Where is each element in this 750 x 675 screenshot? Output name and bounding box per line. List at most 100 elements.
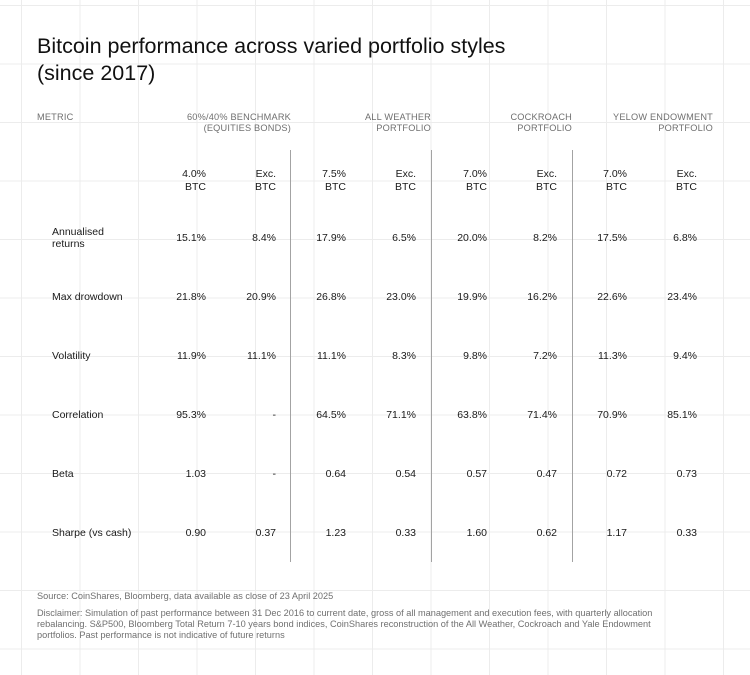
- row-metric-line: Annualised: [52, 225, 104, 238]
- table-cell: 9.4%: [673, 349, 697, 362]
- table-cell: -: [272, 467, 277, 480]
- group-header-yelow-endowment: YELOW ENDOWMENT PORTFOLIO: [580, 112, 713, 134]
- column-header: 4.0% BTC: [136, 168, 206, 193]
- table-cell: 21.8%: [176, 290, 206, 303]
- table-cell: 17.5%: [597, 231, 627, 244]
- table-cell: 6.5%: [392, 231, 416, 244]
- row-metric-line: Beta: [52, 467, 74, 480]
- row-metric-label: Beta: [52, 468, 147, 481]
- table-cell: -: [272, 408, 277, 421]
- table-cell: 8.3%: [392, 349, 416, 362]
- column-header-line: BTC: [676, 180, 697, 193]
- table-cell: 15.1%: [176, 231, 206, 244]
- column-header: 7.5% BTC: [276, 168, 346, 193]
- group-header-line: (EQUITIES BONDS): [203, 123, 291, 133]
- source-note: Source: CoinShares, Bloomberg, data avai…: [37, 591, 334, 601]
- column-header-line: Exc.: [395, 168, 416, 180]
- table-cell: 0.72: [606, 467, 627, 480]
- column-header-line: BTC: [606, 180, 627, 193]
- row-metric-label: Correlation: [52, 409, 147, 422]
- row-metric-label: Volatility: [52, 350, 147, 363]
- table-cell: 23.0%: [386, 290, 416, 303]
- column-header: 7.0% BTC: [417, 168, 487, 193]
- group-header-cockroach: COCKROACH PORTFOLIO: [440, 112, 572, 134]
- group-header-line: 60%/40% BENCHMARK: [187, 112, 291, 122]
- column-header-line: 7.5%: [322, 168, 346, 180]
- table-cell: 1.03: [185, 467, 206, 480]
- table-cell: 0.57: [466, 467, 487, 480]
- table-cell: 22.6%: [597, 290, 627, 303]
- column-header-line: 7.0%: [603, 168, 627, 180]
- table-cell: 0.64: [325, 467, 346, 480]
- table-cell: 63.8%: [457, 408, 487, 421]
- table-cell: 1.60: [466, 526, 487, 539]
- group-separator: [290, 150, 291, 562]
- table-cell: 16.2%: [527, 290, 557, 303]
- table-cell: 26.8%: [316, 290, 346, 303]
- column-header: Exc. BTC: [627, 168, 697, 193]
- table-cell: 70.9%: [597, 408, 627, 421]
- table-cell: 71.4%: [527, 408, 557, 421]
- group-header-line: PORTFOLIO: [517, 123, 572, 133]
- row-metric-line: Correlation: [52, 408, 104, 421]
- row-metric-label: Sharpe (vs cash): [52, 527, 147, 540]
- disclaimer: Disclaimer: Simulation of past performan…: [37, 608, 737, 641]
- table-cell: 20.0%: [457, 231, 487, 244]
- row-metric-line: returns: [52, 238, 85, 250]
- disclaimer-line: Disclaimer: Simulation of past performan…: [37, 608, 653, 618]
- column-header-line: 4.0%: [182, 168, 206, 180]
- column-header-line: BTC: [466, 180, 487, 193]
- table-cell: 1.23: [325, 526, 346, 539]
- column-header: Exc. BTC: [487, 168, 557, 193]
- table-cell: 0.37: [255, 526, 276, 539]
- disclaimer-line: rebalancing. S&P500, Bloomberg Total Ret…: [37, 619, 651, 629]
- table-cell: 7.2%: [533, 349, 557, 362]
- group-header-line: ALL WEATHER: [364, 112, 431, 122]
- column-header-line: BTC: [395, 180, 416, 193]
- table-cell: 23.4%: [667, 290, 697, 303]
- table-cell: 0.73: [676, 467, 697, 480]
- row-metric-line: Volatility: [52, 349, 91, 362]
- table-cell: 8.4%: [252, 231, 276, 244]
- column-header-line: Exc.: [676, 168, 697, 180]
- table-cell: 11.1%: [247, 349, 276, 362]
- column-header: 7.0% BTC: [557, 168, 627, 193]
- table-cell: 11.1%: [317, 349, 346, 362]
- table-cell: 20.9%: [246, 290, 276, 303]
- group-separator: [431, 150, 432, 562]
- column-header-line: BTC: [536, 180, 557, 193]
- column-header-line: Exc.: [536, 168, 557, 180]
- row-metric-line: Max drowdown: [52, 290, 123, 303]
- table-cell: 0.33: [676, 526, 697, 539]
- group-separator: [572, 150, 573, 562]
- column-header-line: Exc.: [255, 168, 276, 180]
- column-header-line: 7.0%: [463, 168, 487, 180]
- group-header-line: COCKROACH: [510, 112, 572, 122]
- table-cell: 11.3%: [598, 349, 627, 362]
- table-cell: 9.8%: [463, 349, 487, 362]
- group-header-line: PORTFOLIO: [376, 123, 431, 133]
- page-title: Bitcoin performance across varied portfo…: [37, 33, 657, 87]
- column-header-line: BTC: [185, 180, 206, 193]
- metric-column-header: METRIC: [37, 112, 74, 122]
- table-cell: 19.9%: [457, 290, 487, 303]
- table-cell: 8.2%: [533, 231, 557, 244]
- row-metric-line: Sharpe (vs cash): [52, 526, 132, 539]
- table-cell: 17.9%: [316, 231, 346, 244]
- title-line-2: (since 2017): [37, 61, 156, 85]
- table-cell: 0.62: [536, 526, 557, 539]
- table-cell: 71.1%: [386, 408, 416, 421]
- table-cell: 6.8%: [673, 231, 697, 244]
- table-cell: 85.1%: [667, 408, 697, 421]
- column-header: Exc. BTC: [206, 168, 276, 193]
- disclaimer-line: portfolios. Past performance is not indi…: [37, 630, 285, 640]
- table-cell: 0.47: [536, 467, 557, 480]
- table-cell: 0.33: [395, 526, 416, 539]
- group-header-benchmark: 60%/40% BENCHMARK (EQUITIES BONDS): [150, 112, 291, 134]
- group-header-line: PORTFOLIO: [658, 123, 713, 133]
- group-header-all-weather: ALL WEATHER PORTFOLIO: [300, 112, 431, 134]
- row-metric-label: Max drowdown: [52, 291, 147, 304]
- table-cell: 1.17: [606, 526, 627, 539]
- table-cell: 11.9%: [177, 349, 206, 362]
